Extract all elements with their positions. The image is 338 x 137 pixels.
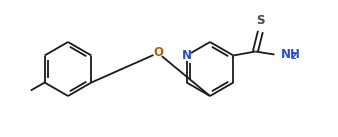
Text: NH: NH [281, 48, 300, 61]
Text: S: S [256, 14, 265, 26]
Text: O: O [153, 46, 163, 59]
Text: 2: 2 [290, 52, 296, 61]
Text: N: N [182, 49, 192, 62]
